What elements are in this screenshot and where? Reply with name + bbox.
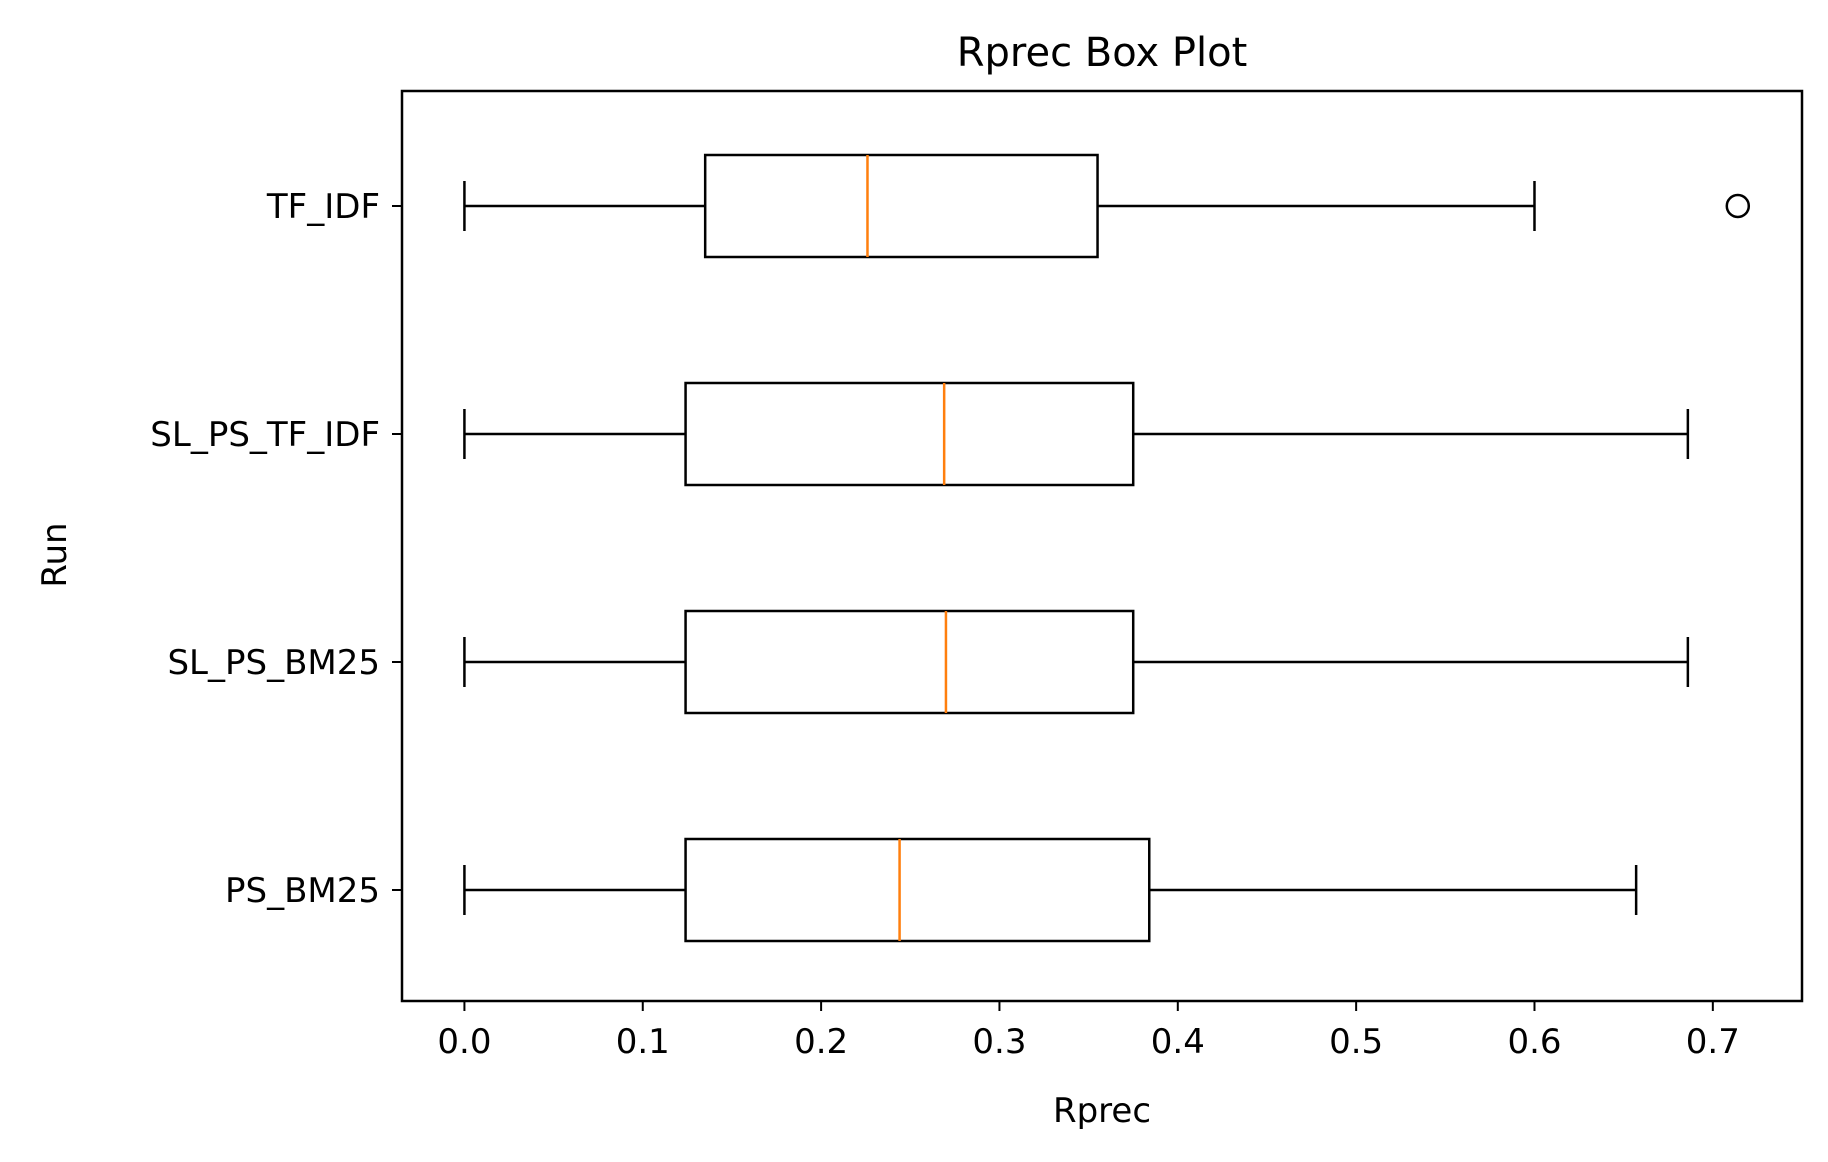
x-tick-label: 0.7 <box>1686 1022 1740 1062</box>
iqr-box <box>684 837 1151 943</box>
x-tick-label: 0.1 <box>616 1022 670 1062</box>
y-tick-label: SL_PS_BM25 <box>167 643 380 683</box>
iqr-box <box>703 153 1099 259</box>
x-tick-label: 0.2 <box>794 1022 848 1062</box>
iqr-box <box>684 381 1135 487</box>
chart-title: Rprec Box Plot <box>957 30 1248 76</box>
y-tick-label: TF_IDF <box>266 187 380 227</box>
plot-frame <box>400 89 1804 1003</box>
y-tick-label: PS_BM25 <box>225 871 380 911</box>
x-tick-label: 0.5 <box>1329 1022 1383 1062</box>
x-tick-label: 0.3 <box>972 1022 1026 1062</box>
x-tick-label: 0.4 <box>1151 1022 1205 1062</box>
y-axis-label: Run <box>35 522 75 587</box>
plot-area: 0.0 0.1 0.2 0.3 0.4 0.5 0.6 0.7 TF_IDF SL_PS_TF_I… <box>150 153 1751 1062</box>
outlier-point <box>1725 193 1751 219</box>
x-tick-label: 0.6 <box>1507 1022 1561 1062</box>
x-axis-label: Rprec <box>1053 1091 1151 1131</box>
y-tick-label: SL_PS_TF_IDF <box>150 415 380 455</box>
x-tick-label: 0.0 <box>437 1022 491 1062</box>
iqr-box <box>684 609 1135 715</box>
